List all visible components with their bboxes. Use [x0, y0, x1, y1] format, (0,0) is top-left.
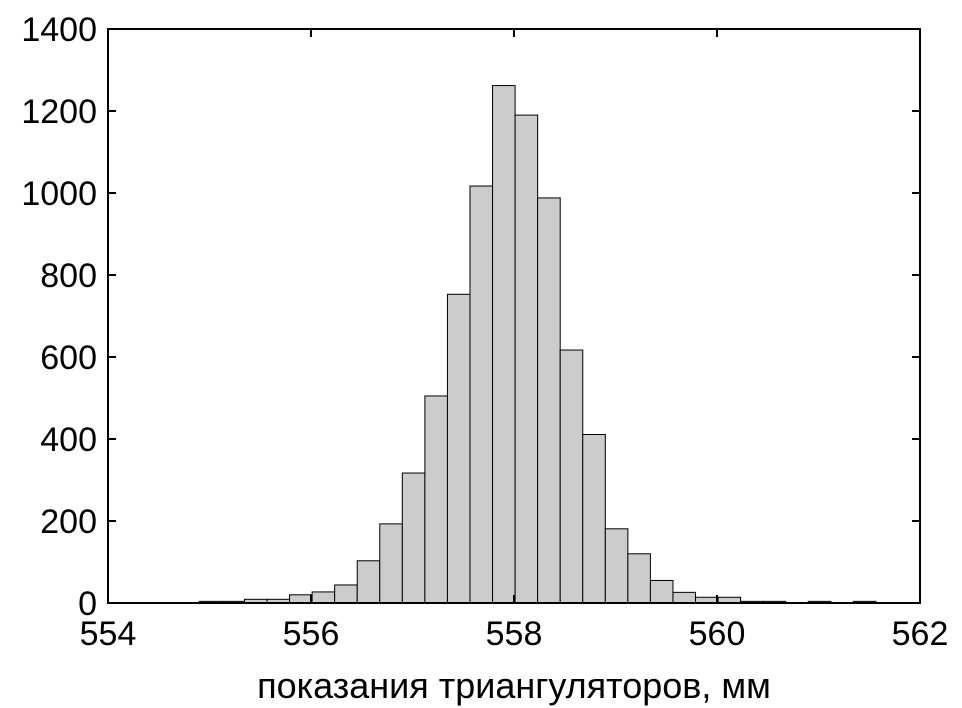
histogram-bar [379, 523, 403, 604]
x-tick-label: 558 [486, 615, 543, 653]
y-tick-label: 200 [40, 503, 97, 541]
y-tick-label: 400 [40, 421, 97, 459]
histogram-bar [334, 584, 358, 604]
histogram-bar [627, 553, 651, 604]
y-tick-label: 1200 [21, 93, 97, 131]
histogram-bar [514, 114, 539, 604]
histogram-bar [649, 579, 674, 604]
x-tick-label: 556 [283, 615, 340, 653]
histogram-bar [424, 395, 448, 604]
bars-group [198, 85, 877, 604]
histogram-bar [559, 349, 584, 604]
y-tick-labels: 0 200 400 600 800 1000 1200 1400 [21, 11, 97, 623]
x-tick-labels: 554 556 558 560 562 [80, 615, 949, 653]
histogram-bar [401, 472, 426, 604]
histogram-bar [582, 433, 606, 604]
y-tick-label: 0 [78, 585, 97, 623]
histogram-bar [469, 185, 494, 604]
ticks-group [107, 28, 921, 604]
y-tick-label: 800 [40, 257, 97, 295]
y-tick-label: 1400 [21, 11, 97, 49]
histogram-bar [356, 560, 381, 604]
histogram-bar [537, 197, 561, 604]
histogram-bar [446, 293, 471, 604]
histogram-bar [604, 528, 629, 604]
y-tick-label: 600 [40, 339, 97, 377]
y-tick-label: 1000 [21, 175, 97, 213]
histogram-bar [492, 85, 516, 604]
histogram-bar [672, 591, 697, 604]
x-tick-label: 554 [80, 615, 137, 653]
x-tick-label: 562 [892, 615, 949, 653]
histogram-bar [311, 591, 336, 604]
x-tick-label: 560 [689, 615, 746, 653]
histogram-bar [289, 594, 313, 604]
x-axis-title: показания триангуляторов, мм [257, 665, 771, 706]
